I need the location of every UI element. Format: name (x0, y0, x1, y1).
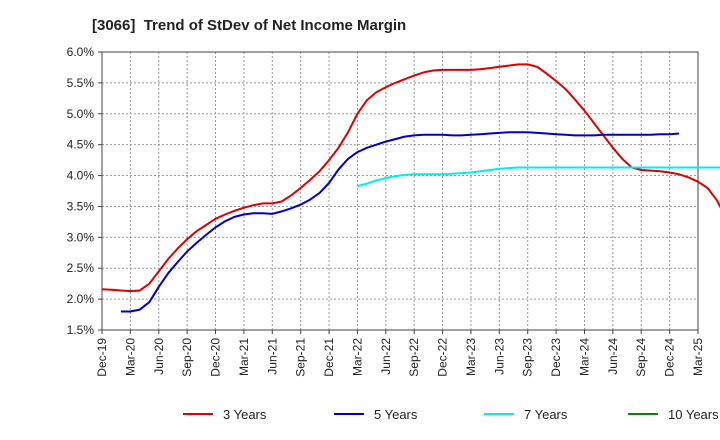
legend-label: 10 Years (668, 407, 719, 422)
x-tick-label: Sep-22 (407, 338, 421, 377)
x-tick-label: Dec-21 (322, 338, 336, 377)
x-tick-label: Mar-24 (577, 338, 591, 376)
x-tick-label: Dec-20 (209, 338, 223, 377)
x-tick-label: Sep-23 (521, 338, 535, 377)
y-tick-label: 5.0% (67, 107, 95, 121)
series-layer (101, 63, 720, 313)
x-tick-label: Mar-20 (123, 338, 137, 376)
x-tick-label: Jun-23 (492, 338, 506, 375)
y-tick-label: 3.5% (67, 199, 95, 213)
x-tick-label: Dec-23 (549, 338, 563, 377)
x-tick-labels: Dec-19 Mar-20 Jun-20 Sep-20 Dec-20 Mar-21 Jun-… (95, 338, 705, 377)
x-tick-label: Jun-20 (152, 338, 166, 375)
legend-label: 5 Years (374, 407, 418, 422)
x-tick-label: Mar-25 (691, 338, 705, 376)
chart-title: [3066] Trend of StDev of Net Income Marg… (92, 17, 407, 34)
x-tick-label: Mar-23 (464, 338, 478, 376)
y-tick-label: 3.0% (67, 230, 95, 244)
x-tick-label: Sep-20 (180, 338, 194, 377)
series-line-7-years (357, 166, 720, 188)
series-line-3-years (101, 63, 720, 293)
x-tick-label: Jun-21 (265, 338, 279, 375)
y-tick-label: 4.0% (67, 169, 95, 183)
x-tick-label: Sep-21 (294, 338, 308, 377)
x-tick-label: Dec-19 (95, 338, 109, 377)
y-tick-label: 4.5% (67, 138, 95, 152)
x-tick-label: Sep-24 (634, 338, 648, 377)
x-tick-label: Jun-24 (606, 338, 620, 375)
plot-frame (101, 51, 699, 331)
x-tick-label: Mar-21 (237, 338, 251, 376)
legend-label: 3 Years (223, 407, 267, 422)
x-tick-label: Dec-24 (663, 338, 677, 377)
y-tick-label: 5.5% (67, 76, 95, 90)
y-tick-label: 1.5% (67, 323, 95, 337)
plot-area (102, 52, 698, 330)
x-tick-label: Mar-22 (350, 338, 364, 376)
y-tick-label: 2.5% (67, 261, 95, 275)
x-tick-label: Jun-22 (379, 338, 393, 375)
series-line-5-years (120, 131, 680, 313)
y-tick-label: 6.0% (67, 45, 95, 59)
x-tick-label: Dec-22 (436, 338, 450, 377)
legend-label: 7 Years (524, 407, 568, 422)
y-tick-label: 2.0% (67, 292, 95, 306)
legend: 3 Years 5 Years 7 Years 10 Years (183, 407, 719, 422)
axes (98, 51, 699, 334)
y-tick-labels: 1.5% 2.0% 2.5% 3.0% 3.5% 4.0% 4.5% 5.0% 5.5% 6.0% (67, 45, 95, 337)
